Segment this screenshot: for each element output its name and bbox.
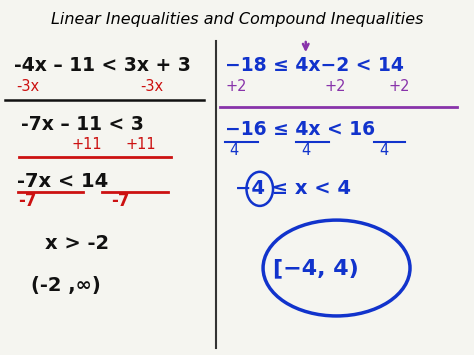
Text: +2: +2 bbox=[389, 80, 410, 94]
Text: +11: +11 bbox=[71, 137, 102, 152]
Text: (-2 ,∞): (-2 ,∞) bbox=[31, 276, 100, 295]
Text: -3x: -3x bbox=[17, 80, 40, 94]
Text: x > -2: x > -2 bbox=[45, 234, 109, 253]
Text: +11: +11 bbox=[126, 137, 156, 152]
Text: -7x – 11 < 3: -7x – 11 < 3 bbox=[21, 115, 144, 135]
Text: [−4, 4): [−4, 4) bbox=[273, 258, 358, 278]
Text: 4: 4 bbox=[229, 143, 238, 158]
Text: +2: +2 bbox=[325, 80, 346, 94]
Text: -7x < 14: -7x < 14 bbox=[17, 172, 108, 191]
Text: −18 ≤ 4x−2 < 14: −18 ≤ 4x−2 < 14 bbox=[225, 56, 404, 75]
Text: -7: -7 bbox=[18, 192, 36, 210]
Text: -4x – 11 < 3x + 3: -4x – 11 < 3x + 3 bbox=[14, 56, 191, 75]
Text: -7: -7 bbox=[111, 192, 130, 210]
Text: -3x: -3x bbox=[140, 80, 163, 94]
Text: −4 ≤ x < 4: −4 ≤ x < 4 bbox=[235, 179, 351, 198]
Text: +2: +2 bbox=[225, 80, 246, 94]
Text: −16 ≤ 4x < 16: −16 ≤ 4x < 16 bbox=[225, 120, 375, 139]
Text: Linear Inequalities and Compound Inequalities: Linear Inequalities and Compound Inequal… bbox=[51, 12, 423, 27]
Text: 4: 4 bbox=[301, 143, 310, 158]
Text: 4: 4 bbox=[379, 143, 389, 158]
